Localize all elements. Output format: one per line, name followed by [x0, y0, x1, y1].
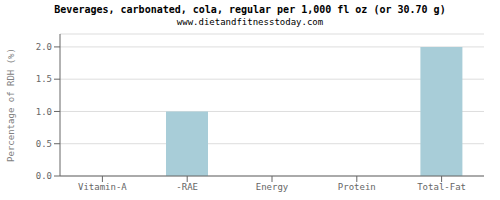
- svg-text:0.5: 0.5: [36, 139, 52, 149]
- svg-text:Protein: Protein: [338, 182, 376, 192]
- svg-text:-RAE: -RAE: [176, 182, 198, 192]
- svg-text:Vitamin-A: Vitamin-A: [78, 182, 127, 192]
- svg-text:2.0: 2.0: [36, 42, 52, 52]
- html-text:Beverages, carbonated, cola, r: Beverages, carbonated, cola, regular per…: [54, 4, 446, 15]
- svg-text:Percentage of RDH (%): Percentage of RDH (%): [8, 48, 16, 162]
- svg-text:1.0: 1.0: [36, 107, 52, 117]
- svg-text:Energy: Energy: [256, 182, 289, 192]
- svg-text:Total-Fat: Total-Fat: [417, 182, 466, 192]
- svg-text:1.5: 1.5: [36, 74, 52, 84]
- svg-text:0.0: 0.0: [36, 171, 52, 181]
- html-text:www.dietandfitnesstoday.com: www.dietandfitnesstoday.com: [176, 17, 324, 27]
